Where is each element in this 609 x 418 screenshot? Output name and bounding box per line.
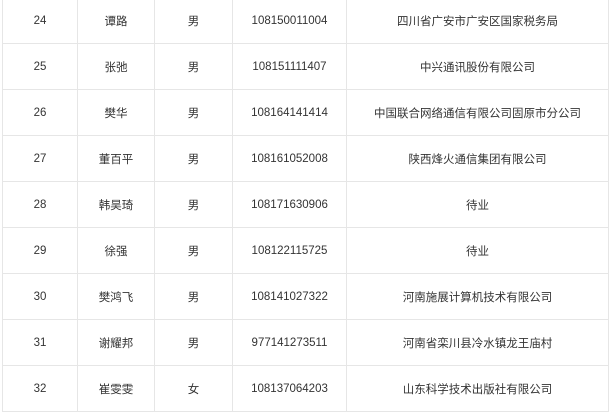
gender-cell: 男 (154, 89, 233, 136)
row-number: 24 (2, 0, 78, 44)
row-number: 30 (2, 273, 78, 320)
table-row: 25 张弛男 108151111407 中兴通讯股份有限公司 (2, 43, 609, 90)
row-number: 29 (2, 227, 78, 274)
id-number-cell: 108171630906 (232, 181, 347, 228)
name-cell: 崔雯雯 (77, 365, 155, 412)
table-row: 26 樊华男 108164141414 中国联合网络通信有限公司固原市分公司 (2, 89, 609, 136)
organization-cell: 山东科学技术出版社有限公司 (346, 365, 609, 412)
name-cell: 谭路 (77, 0, 155, 44)
row-number: 26 (2, 89, 78, 136)
organization-cell: 中国联合网络通信有限公司固原市分公司 (346, 89, 609, 136)
id-number-cell: 108151111407 (232, 43, 347, 90)
table-row: 31 谢耀邦男 977141273511 河南省栾川县冷水镇龙王庙村 (2, 319, 609, 366)
gender-cell: 男 (154, 227, 233, 274)
id-number-cell: 108122115725 (232, 227, 347, 274)
name-cell: 樊鸿飞 (77, 273, 155, 320)
row-number: 28 (2, 181, 78, 228)
gender-cell: 男 (154, 0, 233, 44)
id-number-cell: 977141273511 (232, 319, 347, 366)
name-cell: 张弛 (77, 43, 155, 90)
id-number-cell: 108150011004 (232, 0, 347, 44)
gender-cell: 男 (154, 319, 233, 366)
table-row: 28 韩昊琦男 108171630906 待业 (2, 181, 609, 228)
name-cell: 樊华 (77, 89, 155, 136)
table-row: 24 谭路男 108150011004 四川省广安市广安区国家税务局 (2, 0, 609, 44)
name-cell: 韩昊琦 (77, 181, 155, 228)
table-row: 27 董百平男 108161052008 陕西烽火通信集团有限公司 (2, 135, 609, 182)
organization-cell: 河南施展计算机技术有限公司 (346, 273, 609, 320)
gender-cell: 男 (154, 43, 233, 90)
row-number: 27 (2, 135, 78, 182)
organization-cell: 中兴通讯股份有限公司 (346, 43, 609, 90)
row-number: 31 (2, 319, 78, 366)
gender-cell: 女 (154, 365, 233, 412)
name-cell: 董百平 (77, 135, 155, 182)
organization-cell: 待业 (346, 181, 609, 228)
id-number-cell: 108137064203 (232, 365, 347, 412)
table-row: 32 崔雯雯女 108137064203 山东科学技术出版社有限公司 (2, 365, 609, 412)
id-number-cell: 108164141414 (232, 89, 347, 136)
table-row: 29 徐强男 108122115725 待业 (2, 227, 609, 274)
table-row: 30 樊鸿飞男 108141027322 河南施展计算机技术有限公司 (2, 273, 609, 320)
gender-cell: 男 (154, 135, 233, 182)
name-cell: 谢耀邦 (77, 319, 155, 366)
id-number-cell: 108161052008 (232, 135, 347, 182)
gender-cell: 男 (154, 181, 233, 228)
id-number-cell: 108141027322 (232, 273, 347, 320)
gender-cell: 男 (154, 273, 233, 320)
name-cell: 徐强 (77, 227, 155, 274)
row-number: 32 (2, 365, 78, 412)
organization-cell: 河南省栾川县冷水镇龙王庙村 (346, 319, 609, 366)
organization-cell: 陕西烽火通信集团有限公司 (346, 135, 609, 182)
organization-cell: 待业 (346, 227, 609, 274)
row-number: 25 (2, 43, 78, 90)
organization-cell: 四川省广安市广安区国家税务局 (346, 0, 609, 44)
